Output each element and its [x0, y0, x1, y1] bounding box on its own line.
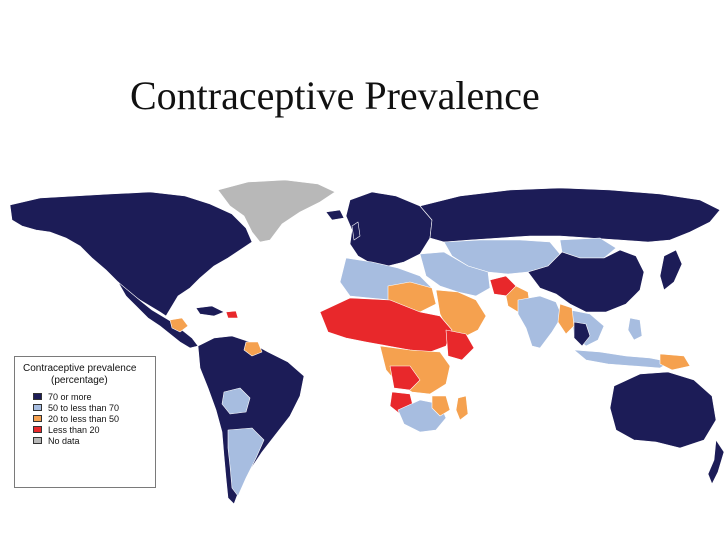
region-europe — [345, 191, 433, 267]
region-central-america-mid — [169, 317, 189, 333]
region-india — [517, 295, 563, 349]
region-argentina — [227, 427, 265, 497]
region-china — [527, 249, 645, 313]
region-new-zealand — [707, 439, 725, 485]
legend-label: No data — [48, 435, 80, 446]
region-bolivia — [221, 387, 251, 415]
region-congo — [389, 365, 421, 391]
legend-label: Less than 20 — [48, 424, 100, 435]
region-iceland — [325, 209, 345, 221]
region-uk — [351, 221, 361, 241]
region-japan — [659, 249, 683, 291]
region-south-america — [197, 335, 305, 505]
region-turkey-iran — [419, 251, 491, 297]
region-west-africa — [319, 297, 453, 353]
region-madagascar — [455, 395, 469, 421]
region-greenland — [217, 179, 336, 243]
region-indonesia — [573, 349, 671, 369]
region-mozambique — [431, 395, 451, 417]
region-horn-africa — [445, 329, 475, 361]
region-philippines — [627, 317, 643, 341]
region-guyana — [243, 341, 263, 357]
legend-label: 70 or more — [48, 391, 92, 402]
legend-item: Less than 20 — [33, 424, 147, 435]
legend-item: No data — [33, 435, 147, 446]
legend-item: 50 to less than 70 — [33, 402, 147, 413]
legend-item: 70 or more — [33, 391, 147, 402]
legend-subtitle: (percentage) — [51, 375, 108, 386]
legend-label: 20 to less than 50 — [48, 413, 120, 424]
map-legend: Contraceptive prevalence (percentage) 70… — [14, 356, 156, 488]
region-russia — [419, 187, 721, 243]
region-north-america — [9, 191, 253, 317]
region-haiti — [225, 310, 239, 319]
slide-title: Contraceptive Prevalence — [130, 73, 540, 118]
legend-item: 20 to less than 50 — [33, 413, 147, 424]
region-australia — [609, 371, 717, 449]
region-thailand — [573, 321, 591, 347]
region-caribbean — [195, 305, 225, 317]
legend-swatch — [33, 437, 42, 444]
legend-swatch — [33, 404, 42, 411]
region-myanmar — [557, 303, 575, 335]
legend-label: 50 to less than 70 — [48, 402, 120, 413]
legend-swatch — [33, 426, 42, 433]
region-papua — [659, 353, 691, 371]
legend-title: Contraceptive prevalence — [23, 363, 137, 374]
legend-swatch — [33, 415, 42, 422]
legend-swatch — [33, 393, 42, 400]
